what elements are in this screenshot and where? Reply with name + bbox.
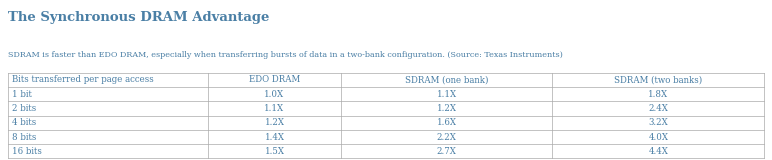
Bar bbox=[8, 130, 208, 144]
Bar bbox=[340, 144, 553, 158]
Bar bbox=[553, 87, 764, 101]
Text: EDO DRAM: EDO DRAM bbox=[249, 75, 300, 84]
Text: 2.2X: 2.2X bbox=[437, 132, 456, 141]
Text: SDRAM is faster than EDO DRAM, especially when transferring bursts of data in a : SDRAM is faster than EDO DRAM, especiall… bbox=[8, 51, 563, 59]
Text: 1.2X: 1.2X bbox=[436, 104, 456, 113]
Text: 1.5X: 1.5X bbox=[264, 147, 284, 156]
Bar bbox=[340, 130, 553, 144]
Bar bbox=[8, 87, 208, 101]
Text: 1.2X: 1.2X bbox=[264, 118, 284, 127]
Text: The Synchronous DRAM Advantage: The Synchronous DRAM Advantage bbox=[8, 11, 269, 24]
Text: 2.7X: 2.7X bbox=[437, 147, 456, 156]
Text: 1.1X: 1.1X bbox=[436, 90, 456, 99]
Bar bbox=[553, 101, 764, 116]
Text: SDRAM (two banks): SDRAM (two banks) bbox=[615, 75, 703, 84]
Bar bbox=[553, 130, 764, 144]
Text: 4 bits: 4 bits bbox=[12, 118, 36, 127]
Bar bbox=[553, 144, 764, 158]
Bar bbox=[8, 73, 208, 87]
Bar bbox=[208, 144, 340, 158]
Bar bbox=[208, 87, 340, 101]
Text: 16 bits: 16 bits bbox=[12, 147, 42, 156]
Bar bbox=[340, 73, 553, 87]
Text: 1.6X: 1.6X bbox=[436, 118, 456, 127]
Text: 8 bits: 8 bits bbox=[12, 132, 37, 141]
Bar bbox=[208, 73, 340, 87]
Text: 4.4X: 4.4X bbox=[648, 147, 669, 156]
Bar bbox=[340, 101, 553, 116]
Bar bbox=[553, 73, 764, 87]
Text: 1.1X: 1.1X bbox=[264, 104, 284, 113]
Bar bbox=[8, 101, 208, 116]
Text: 1 bit: 1 bit bbox=[12, 90, 32, 99]
Text: 1.4X: 1.4X bbox=[264, 132, 284, 141]
Bar bbox=[8, 116, 208, 130]
Text: 2.4X: 2.4X bbox=[648, 104, 669, 113]
Bar bbox=[340, 116, 553, 130]
Bar bbox=[340, 87, 553, 101]
Text: 2 bits: 2 bits bbox=[12, 104, 36, 113]
Text: 1.0X: 1.0X bbox=[264, 90, 284, 99]
Bar bbox=[553, 116, 764, 130]
Bar bbox=[208, 101, 340, 116]
Text: SDRAM (one bank): SDRAM (one bank) bbox=[405, 75, 488, 84]
Bar bbox=[208, 130, 340, 144]
Text: 1.8X: 1.8X bbox=[648, 90, 669, 99]
Text: 3.2X: 3.2X bbox=[648, 118, 669, 127]
Bar bbox=[208, 116, 340, 130]
Text: 4.0X: 4.0X bbox=[648, 132, 669, 141]
Bar bbox=[8, 144, 208, 158]
Text: Bits transferred per page access: Bits transferred per page access bbox=[12, 75, 154, 84]
